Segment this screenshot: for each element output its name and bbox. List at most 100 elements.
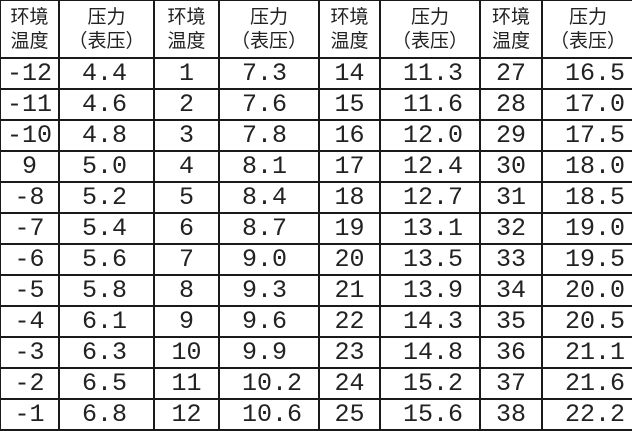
temperature-cell: 15 — [318, 88, 381, 121]
temperature-cell: 27 — [479, 57, 543, 90]
temperature-cell: 1 — [153, 57, 220, 90]
table-row: -4 6.1 9 9.6 22 14.3 35 20.5 — [0, 305, 632, 338]
pressure-cell: 12.0 — [379, 119, 481, 152]
pressure-cell: 20.5 — [541, 305, 632, 338]
pressure-cell: 9.6 — [218, 305, 320, 338]
table-row: 9 5.0 4 8.1 17 12.4 30 18.0 — [0, 150, 632, 183]
pressure-cell: 21.1 — [541, 336, 632, 369]
header-ambient-temperature: 环境 温度 — [318, 0, 381, 59]
pressure-cell: 9.9 — [218, 336, 320, 369]
table-row: -8 5.2 5 8.4 18 12.7 31 18.5 — [0, 181, 632, 214]
temperature-cell: 31 — [479, 181, 543, 214]
header-line: 压力 — [87, 6, 126, 28]
temperature-cell: -11 — [0, 88, 60, 121]
pressure-cell: 15.2 — [379, 367, 481, 400]
temperature-cell: 11 — [153, 367, 220, 400]
table-row: -5 5.8 8 9.3 21 13.9 34 20.0 — [0, 274, 632, 307]
pressure-cell: 10.2 — [218, 367, 320, 400]
temperature-cell: 24 — [318, 367, 381, 400]
temperature-cell: 38 — [479, 398, 543, 431]
temperature-cell: 6 — [153, 212, 220, 245]
header-line: 压力 — [410, 6, 449, 28]
pressure-cell: 4.6 — [58, 88, 155, 121]
table-row: -7 5.4 6 8.7 19 13.1 32 19.0 — [0, 212, 632, 245]
temperature-cell: 2 — [153, 88, 220, 121]
pressure-cell: 16.5 — [541, 57, 632, 90]
temperature-cell: 30 — [479, 150, 543, 183]
header-pressure-gauge: 压力 （表压） — [58, 0, 155, 59]
temperature-cell: 22 — [318, 305, 381, 338]
pressure-cell: 19.0 — [541, 212, 632, 245]
header-line: 压力 — [568, 6, 607, 28]
temperature-cell: 23 — [318, 336, 381, 369]
header-line: 环境 — [491, 6, 530, 28]
pressure-cell: 13.9 — [379, 274, 481, 307]
temperature-cell: 19 — [318, 212, 381, 245]
pressure-cell: 17.0 — [541, 88, 632, 121]
pressure-cell: 21.6 — [541, 367, 632, 400]
header-ambient-temperature: 环境 温度 — [153, 0, 220, 59]
temperature-cell: -3 — [0, 336, 60, 369]
pressure-cell: 15.6 — [379, 398, 481, 431]
header-line: 温度 — [10, 30, 49, 52]
pressure-cell: 4.8 — [58, 119, 155, 152]
header-line: 温度 — [330, 30, 369, 52]
temperature-cell: 37 — [479, 367, 543, 400]
pressure-cell: 9.0 — [218, 243, 320, 276]
temperature-cell: -2 — [0, 367, 60, 400]
temperature-cell: 28 — [479, 88, 543, 121]
header-pressure-gauge: 压力 （表压） — [379, 0, 481, 59]
temperature-cell: 34 — [479, 274, 543, 307]
temperature-cell: 21 — [318, 274, 381, 307]
pressure-cell: 6.5 — [58, 367, 155, 400]
temperature-cell: 7 — [153, 243, 220, 276]
temperature-cell: -10 — [0, 119, 60, 152]
table-row: -6 5.6 7 9.0 20 13.5 33 19.5 — [0, 243, 632, 276]
pressure-cell: 20.0 — [541, 274, 632, 307]
pressure-cell: 12.7 — [379, 181, 481, 214]
pressure-cell: 4.4 — [58, 57, 155, 90]
header-line: 温度 — [167, 30, 206, 52]
table-row: -1 6.8 12 10.6 25 15.6 38 22.2 — [0, 398, 632, 431]
temperature-cell: 9 — [0, 150, 60, 183]
temperature-cell: 36 — [479, 336, 543, 369]
pressure-cell: 19.5 — [541, 243, 632, 276]
pressure-cell: 17.5 — [541, 119, 632, 152]
temperature-cell: 8 — [153, 274, 220, 307]
pressure-cell: 18.5 — [541, 181, 632, 214]
temperature-cell: 29 — [479, 119, 543, 152]
temperature-cell: -6 — [0, 243, 60, 276]
header-pressure-gauge: 压力 （表压） — [541, 0, 632, 59]
temperature-cell: -1 — [0, 398, 60, 431]
pressure-cell: 6.3 — [58, 336, 155, 369]
temperature-cell: -5 — [0, 274, 60, 307]
header-line: 环境 — [330, 6, 369, 28]
pressure-cell: 9.3 — [218, 274, 320, 307]
temperature-cell: 3 — [153, 119, 220, 152]
header-ambient-temperature: 环境 温度 — [0, 0, 60, 59]
pressure-cell: 6.8 — [58, 398, 155, 431]
table-row: -3 6.3 10 9.9 23 14.8 36 21.1 — [0, 336, 632, 369]
table-row: -11 4.6 2 7.6 15 11.6 28 17.0 — [0, 88, 632, 121]
table-row: -10 4.8 3 7.8 16 12.0 29 17.5 — [0, 119, 632, 152]
pressure-cell: 8.1 — [218, 150, 320, 183]
header-line: 环境 — [167, 6, 206, 28]
pressure-cell: 12.4 — [379, 150, 481, 183]
pressure-cell: 13.5 — [379, 243, 481, 276]
table-row: -12 4.4 1 7.3 14 11.3 27 16.5 — [0, 57, 632, 90]
temperature-cell: 9 — [153, 305, 220, 338]
pressure-cell: 18.0 — [541, 150, 632, 183]
pressure-cell: 11.6 — [379, 88, 481, 121]
pressure-cell: 14.8 — [379, 336, 481, 369]
temperature-cell: 32 — [479, 212, 543, 245]
pressure-cell: 22.2 — [541, 398, 632, 431]
temperature-cell: 16 — [318, 119, 381, 152]
pressure-cell: 7.8 — [218, 119, 320, 152]
temperature-cell: -4 — [0, 305, 60, 338]
pressure-cell: 5.2 — [58, 181, 155, 214]
header-line: 压力 — [249, 6, 288, 28]
header-pressure-gauge: 压力 （表压） — [218, 0, 320, 59]
pressure-cell: 10.6 — [218, 398, 320, 431]
temperature-cell: 18 — [318, 181, 381, 214]
